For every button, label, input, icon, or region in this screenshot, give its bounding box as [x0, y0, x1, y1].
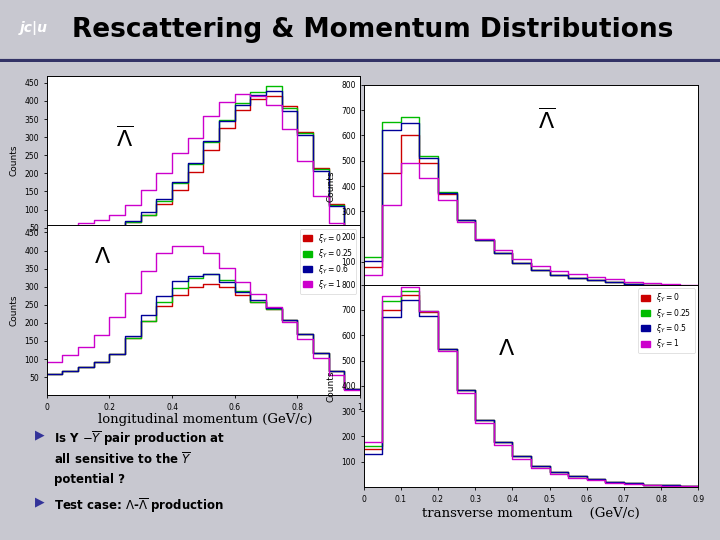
Y-axis label: Counts: Counts	[10, 145, 19, 177]
Text: Rescattering & Momentum Distributions: Rescattering & Momentum Distributions	[72, 17, 673, 43]
Y-axis label: Counts: Counts	[327, 370, 336, 402]
Text: all sensitive to the $\overline{Y}$: all sensitive to the $\overline{Y}$	[54, 451, 192, 467]
Text: $\blacktriangleright$: $\blacktriangleright$	[32, 429, 46, 443]
Text: $\overline{\Lambda}$: $\overline{\Lambda}$	[538, 108, 555, 133]
Text: $\overline{\Lambda}$: $\overline{\Lambda}$	[116, 126, 133, 151]
Text: jc|u: jc|u	[20, 21, 48, 35]
Legend: $\xi_Y = 0$, $\xi_Y = 0.25$, $\xi_Y = 0.5$, $\xi_Y = 1$: $\xi_Y = 0$, $\xi_Y = 0.25$, $\xi_Y = 0.…	[638, 288, 695, 353]
Y-axis label: Counts: Counts	[10, 294, 19, 326]
Text: longitudinal momentum (GeV/c): longitudinal momentum (GeV/c)	[98, 413, 312, 426]
Legend: $\xi_Y = 0$, $\xi_Y = 0.25$, $\xi_Y = 0.6$, $\xi_Y = 1$: $\xi_Y = 0$, $\xi_Y = 0.25$, $\xi_Y = 0.…	[300, 229, 356, 294]
Text: $\blacktriangleright$: $\blacktriangleright$	[32, 496, 46, 510]
Text: transverse momentum    (GeV/c): transverse momentum (GeV/c)	[422, 507, 639, 519]
Y-axis label: Counts: Counts	[327, 170, 336, 202]
Text: $\Lambda$: $\Lambda$	[498, 340, 515, 360]
Text: Is Y $-\overline{Y}$ pair production at: Is Y $-\overline{Y}$ pair production at	[54, 429, 225, 448]
Text: $\Lambda$: $\Lambda$	[94, 247, 111, 267]
Text: Test case: $\Lambda$-$\overline{\Lambda}$ production: Test case: $\Lambda$-$\overline{\Lambda}…	[54, 496, 224, 515]
Text: potential ?: potential ?	[54, 472, 125, 485]
